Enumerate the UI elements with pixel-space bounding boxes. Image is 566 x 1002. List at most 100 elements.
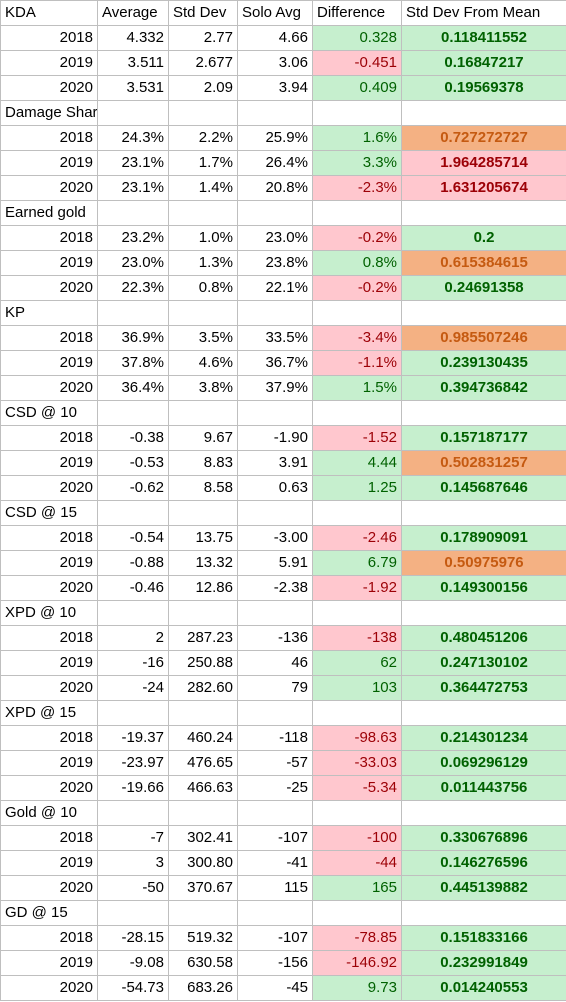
year-cell[interactable]: 2020: [0, 275, 98, 301]
std-dev-cell[interactable]: 466.63: [168, 775, 238, 801]
empty-cell[interactable]: [312, 800, 402, 826]
std-dev-cell[interactable]: 1.3%: [168, 250, 238, 276]
average-cell[interactable]: 37.8%: [97, 350, 169, 376]
difference-cell[interactable]: -100: [312, 825, 402, 851]
std-dev-from-mean-cell[interactable]: 0.118411552: [401, 25, 566, 51]
difference-cell[interactable]: -0.2%: [312, 275, 402, 301]
average-cell[interactable]: -28.15: [97, 925, 169, 951]
empty-cell[interactable]: [168, 500, 238, 526]
year-cell[interactable]: 2020: [0, 575, 98, 601]
difference-cell[interactable]: 103: [312, 675, 402, 701]
solo-avg-cell[interactable]: 3.94: [237, 75, 313, 101]
std-dev-cell[interactable]: 3.5%: [168, 325, 238, 351]
difference-cell[interactable]: 62: [312, 650, 402, 676]
empty-cell[interactable]: [97, 200, 169, 226]
empty-cell[interactable]: [312, 500, 402, 526]
average-cell[interactable]: 23.2%: [97, 225, 169, 251]
std-dev-cell[interactable]: 8.58: [168, 475, 238, 501]
year-cell[interactable]: 2020: [0, 675, 98, 701]
empty-cell[interactable]: [97, 700, 169, 726]
difference-cell[interactable]: -146.92: [312, 950, 402, 976]
difference-cell[interactable]: 4.44: [312, 450, 402, 476]
std-dev-from-mean-cell[interactable]: 0.011443756: [401, 775, 566, 801]
std-dev-from-mean-cell[interactable]: 0.502831257: [401, 450, 566, 476]
section-name-cell[interactable]: XPD @ 10: [0, 600, 98, 626]
empty-cell[interactable]: [168, 900, 238, 926]
column-header-cell[interactable]: Difference: [312, 0, 402, 26]
difference-cell[interactable]: -33.03: [312, 750, 402, 776]
year-cell[interactable]: 2020: [0, 175, 98, 201]
empty-cell[interactable]: [97, 800, 169, 826]
year-cell[interactable]: 2020: [0, 475, 98, 501]
empty-cell[interactable]: [401, 800, 566, 826]
std-dev-from-mean-cell[interactable]: 0.394736842: [401, 375, 566, 401]
std-dev-cell[interactable]: 370.67: [168, 875, 238, 901]
solo-avg-cell[interactable]: 37.9%: [237, 375, 313, 401]
std-dev-from-mean-cell[interactable]: 0.151833166: [401, 925, 566, 951]
average-cell[interactable]: 36.4%: [97, 375, 169, 401]
std-dev-from-mean-cell[interactable]: 0.445139882: [401, 875, 566, 901]
average-cell[interactable]: -23.97: [97, 750, 169, 776]
year-cell[interactable]: 2019: [0, 550, 98, 576]
solo-avg-cell[interactable]: -25: [237, 775, 313, 801]
empty-cell[interactable]: [401, 500, 566, 526]
std-dev-cell[interactable]: 300.80: [168, 850, 238, 876]
std-dev-cell[interactable]: 1.4%: [168, 175, 238, 201]
year-cell[interactable]: 2020: [0, 75, 98, 101]
section-name-cell[interactable]: CSD @ 15: [0, 500, 98, 526]
section-name-cell[interactable]: Damage Share: [0, 100, 98, 126]
empty-cell[interactable]: [97, 300, 169, 326]
std-dev-cell[interactable]: 13.75: [168, 525, 238, 551]
average-cell[interactable]: 3.511: [97, 50, 169, 76]
average-cell[interactable]: -19.66: [97, 775, 169, 801]
average-cell[interactable]: 3: [97, 850, 169, 876]
difference-cell[interactable]: -1.92: [312, 575, 402, 601]
empty-cell[interactable]: [168, 700, 238, 726]
std-dev-cell[interactable]: 2.77: [168, 25, 238, 51]
year-cell[interactable]: 2019: [0, 950, 98, 976]
difference-cell[interactable]: -1.1%: [312, 350, 402, 376]
section-name-cell[interactable]: XPD @ 15: [0, 700, 98, 726]
solo-avg-cell[interactable]: 25.9%: [237, 125, 313, 151]
empty-cell[interactable]: [237, 300, 313, 326]
std-dev-from-mean-cell[interactable]: 0.178909091: [401, 525, 566, 551]
difference-cell[interactable]: 3.3%: [312, 150, 402, 176]
section-name-cell[interactable]: KP: [0, 300, 98, 326]
year-cell[interactable]: 2018: [0, 25, 98, 51]
year-cell[interactable]: 2018: [0, 425, 98, 451]
solo-avg-cell[interactable]: 115: [237, 875, 313, 901]
year-cell[interactable]: 2019: [0, 850, 98, 876]
average-cell[interactable]: 36.9%: [97, 325, 169, 351]
std-dev-from-mean-cell[interactable]: 0.2: [401, 225, 566, 251]
std-dev-cell[interactable]: 476.65: [168, 750, 238, 776]
solo-avg-cell[interactable]: 3.06: [237, 50, 313, 76]
solo-avg-cell[interactable]: 5.91: [237, 550, 313, 576]
empty-cell[interactable]: [401, 400, 566, 426]
std-dev-cell[interactable]: 1.7%: [168, 150, 238, 176]
year-cell[interactable]: 2020: [0, 975, 98, 1001]
difference-cell[interactable]: -5.34: [312, 775, 402, 801]
std-dev-cell[interactable]: 8.83: [168, 450, 238, 476]
empty-cell[interactable]: [312, 100, 402, 126]
average-cell[interactable]: -0.38: [97, 425, 169, 451]
empty-cell[interactable]: [237, 100, 313, 126]
empty-cell[interactable]: [312, 400, 402, 426]
std-dev-from-mean-cell[interactable]: 0.157187177: [401, 425, 566, 451]
solo-avg-cell[interactable]: 3.91: [237, 450, 313, 476]
solo-avg-cell[interactable]: -136: [237, 625, 313, 651]
solo-avg-cell[interactable]: -118: [237, 725, 313, 751]
section-name-cell[interactable]: Earned gold: [0, 200, 98, 226]
empty-cell[interactable]: [168, 800, 238, 826]
difference-cell[interactable]: -1.52: [312, 425, 402, 451]
difference-cell[interactable]: 165: [312, 875, 402, 901]
solo-avg-cell[interactable]: 23.0%: [237, 225, 313, 251]
difference-cell[interactable]: 6.79: [312, 550, 402, 576]
std-dev-from-mean-cell[interactable]: 0.149300156: [401, 575, 566, 601]
difference-cell[interactable]: 9.73: [312, 975, 402, 1001]
section-name-cell[interactable]: Gold @ 10: [0, 800, 98, 826]
empty-cell[interactable]: [97, 900, 169, 926]
solo-avg-cell[interactable]: 33.5%: [237, 325, 313, 351]
difference-cell[interactable]: 0.328: [312, 25, 402, 51]
year-cell[interactable]: 2018: [0, 325, 98, 351]
section-name-cell[interactable]: CSD @ 10: [0, 400, 98, 426]
